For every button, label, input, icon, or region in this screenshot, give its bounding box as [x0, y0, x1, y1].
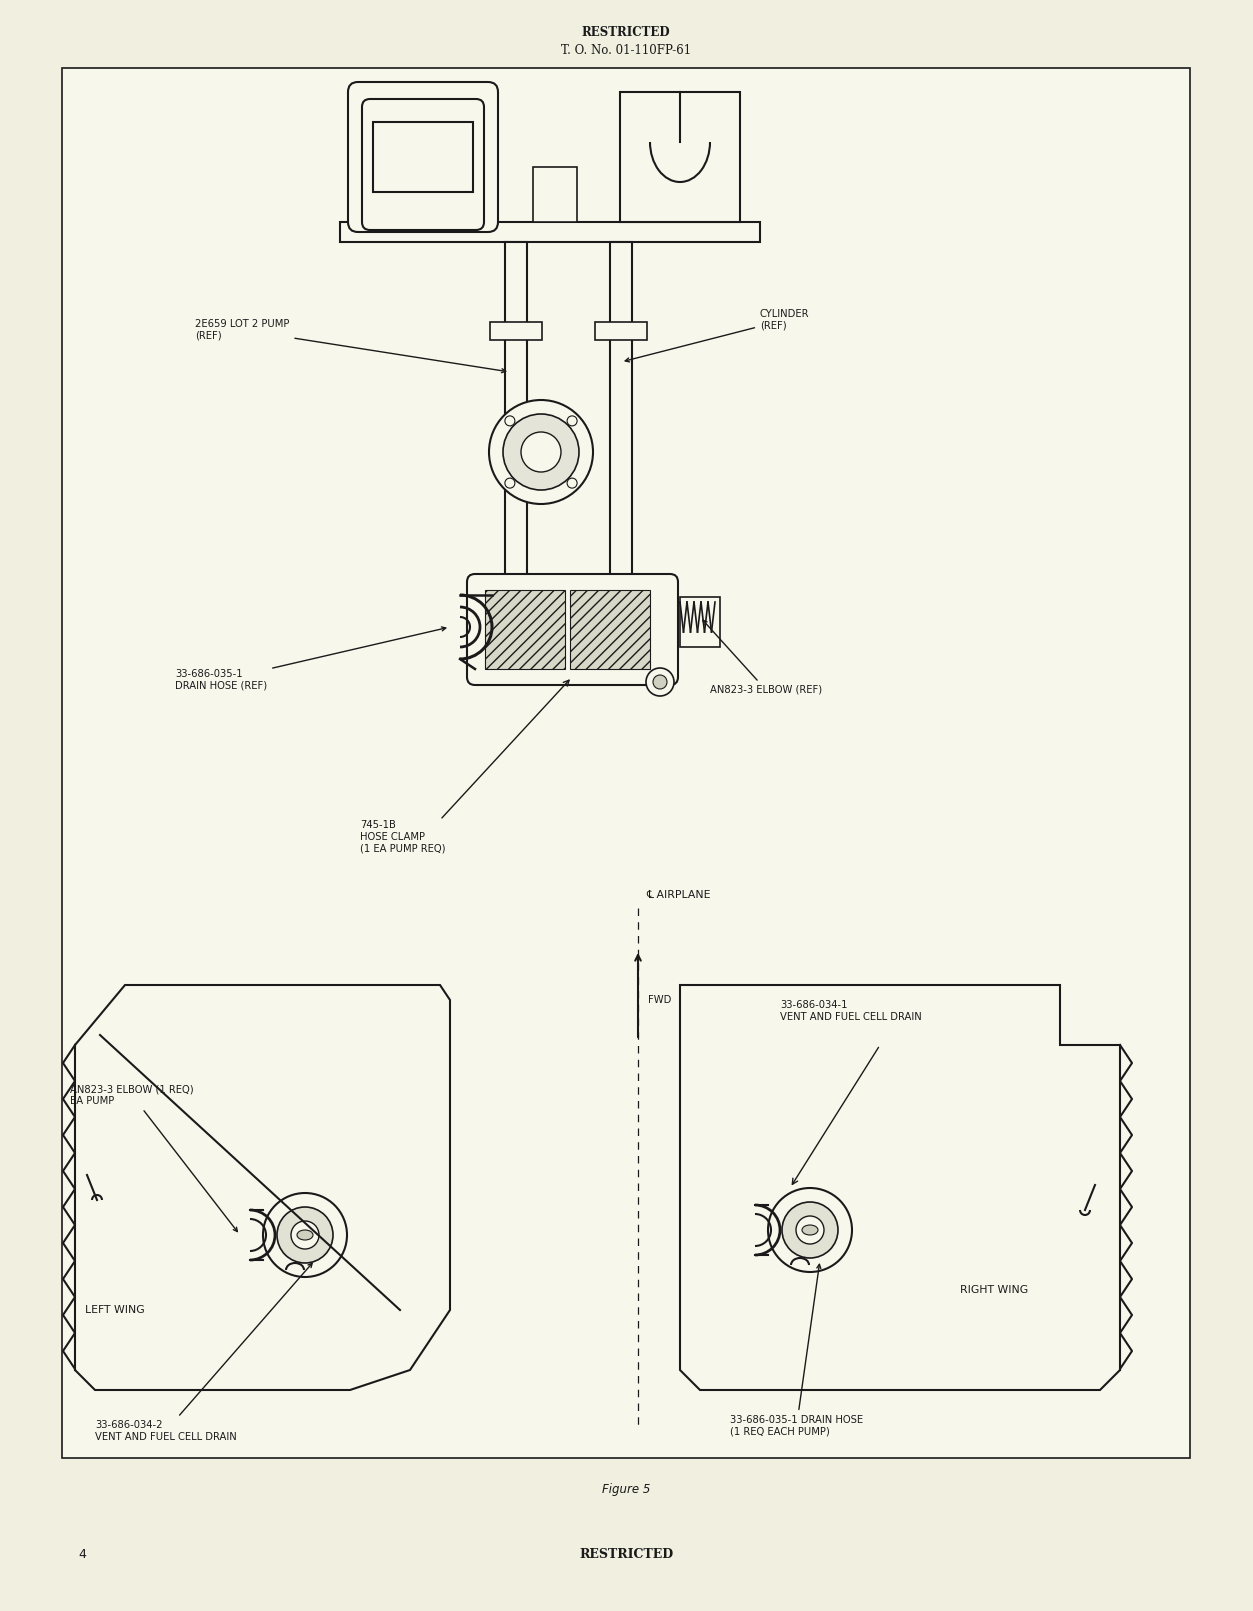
Circle shape: [263, 1194, 347, 1278]
FancyBboxPatch shape: [467, 574, 678, 685]
Circle shape: [768, 1187, 852, 1273]
Circle shape: [521, 432, 561, 472]
Bar: [340, 222, 761, 242]
Circle shape: [489, 400, 593, 504]
Text: LEFT WING: LEFT WING: [85, 1305, 144, 1315]
Polygon shape: [75, 984, 450, 1390]
Text: ℄ AIRPLANE: ℄ AIRPLANE: [647, 889, 710, 901]
Bar: [680, 598, 720, 648]
Ellipse shape: [802, 1224, 818, 1236]
Text: 2E659 LOT 2 PUMP
(REF): 2E659 LOT 2 PUMP (REF): [195, 319, 506, 372]
Text: AN823-3 ELBOW (1 REQ)
EA PUMP: AN823-3 ELBOW (1 REQ) EA PUMP: [70, 1084, 237, 1231]
Circle shape: [796, 1216, 824, 1244]
Circle shape: [277, 1207, 333, 1263]
Text: AN823-3 ELBOW (REF): AN823-3 ELBOW (REF): [703, 620, 822, 694]
Text: 33-686-034-1
VENT AND FUEL CELL DRAIN: 33-686-034-1 VENT AND FUEL CELL DRAIN: [781, 1000, 922, 1021]
Circle shape: [502, 414, 579, 490]
Ellipse shape: [297, 1231, 313, 1240]
FancyBboxPatch shape: [348, 82, 497, 232]
Circle shape: [505, 478, 515, 488]
Text: 33-686-034-2
VENT AND FUEL CELL DRAIN: 33-686-034-2 VENT AND FUEL CELL DRAIN: [95, 1263, 312, 1442]
Text: RESTRICTED: RESTRICTED: [581, 26, 670, 39]
Bar: [610, 242, 632, 603]
Circle shape: [291, 1221, 320, 1249]
Circle shape: [568, 478, 578, 488]
Bar: [490, 322, 543, 340]
Text: 33-686-035-1
DRAIN HOSE (REF): 33-686-035-1 DRAIN HOSE (REF): [175, 627, 446, 691]
Text: RESTRICTED: RESTRICTED: [579, 1548, 673, 1561]
Bar: [620, 92, 741, 222]
Bar: [61, 68, 1190, 1458]
Polygon shape: [680, 984, 1120, 1390]
Text: 33-686-035-1 DRAIN HOSE
(1 REQ EACH PUMP): 33-686-035-1 DRAIN HOSE (1 REQ EACH PUMP…: [730, 1265, 863, 1437]
Bar: [533, 168, 576, 222]
Circle shape: [653, 675, 667, 690]
Circle shape: [782, 1202, 838, 1258]
Bar: [570, 590, 650, 669]
Bar: [373, 122, 472, 192]
Circle shape: [568, 416, 578, 425]
Text: T. O. No. 01-110FP-61: T. O. No. 01-110FP-61: [561, 43, 692, 56]
Bar: [485, 590, 565, 669]
Bar: [505, 242, 528, 603]
Text: Figure 5: Figure 5: [601, 1484, 650, 1497]
Circle shape: [505, 416, 515, 425]
FancyBboxPatch shape: [362, 98, 484, 230]
Text: 4: 4: [78, 1548, 86, 1561]
Text: FWD: FWD: [648, 996, 672, 1005]
Text: 745-1B
HOSE CLAMP
(1 EA PUMP REQ): 745-1B HOSE CLAMP (1 EA PUMP REQ): [360, 820, 446, 854]
Bar: [595, 322, 647, 340]
Text: CYLINDER
(REF): CYLINDER (REF): [625, 309, 809, 362]
Text: RIGHT WING: RIGHT WING: [960, 1286, 1029, 1295]
Circle shape: [647, 669, 674, 696]
